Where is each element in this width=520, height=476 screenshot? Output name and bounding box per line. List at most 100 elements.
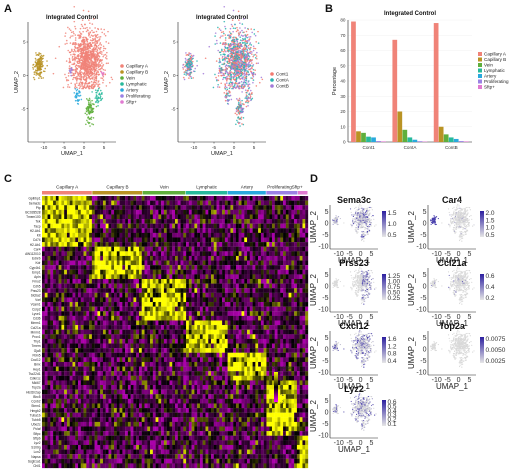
umap-point xyxy=(235,30,238,33)
umap-point xyxy=(235,51,238,54)
umap-point xyxy=(89,125,91,127)
heatmap-cell xyxy=(138,255,142,261)
heatmap-cell xyxy=(222,255,226,261)
heatmap-cell xyxy=(274,200,278,206)
umap-point xyxy=(242,35,245,37)
heatmap-cell xyxy=(163,228,167,233)
heatmap-cell xyxy=(97,196,101,201)
legend-label: Capillary A xyxy=(126,64,149,69)
heatmap-cell xyxy=(208,228,212,233)
heatmap-cell xyxy=(75,288,79,293)
umap-point xyxy=(104,47,107,50)
heatmap-cell xyxy=(285,278,289,284)
umap-point xyxy=(241,56,244,59)
umap-point xyxy=(232,52,235,55)
heatmap-cell xyxy=(183,209,187,215)
heatmap-cell xyxy=(263,237,267,243)
heatmap-cell xyxy=(216,209,220,215)
heatmap-cell xyxy=(244,214,248,220)
umap-point xyxy=(237,51,240,53)
umap-point xyxy=(243,54,246,56)
heatmap-cell xyxy=(108,232,112,238)
umap-point xyxy=(194,67,197,70)
umap-point xyxy=(252,45,255,48)
heatmap-cell xyxy=(180,251,184,257)
heatmap-cell xyxy=(175,196,178,201)
umap-point xyxy=(94,41,96,44)
heatmap-cell xyxy=(155,196,159,201)
umap-point xyxy=(245,34,248,37)
heatmap-cell xyxy=(299,251,303,257)
heatmap-cell xyxy=(205,260,209,266)
heatmap-cell xyxy=(155,278,159,284)
umap-point xyxy=(241,99,243,102)
umap-point xyxy=(254,69,256,72)
heatmap-cell xyxy=(247,278,250,284)
bar-legend-swatch xyxy=(478,85,482,89)
umap-point xyxy=(74,34,77,36)
heatmap-cell xyxy=(266,251,270,257)
heatmap-cell xyxy=(78,255,81,261)
heatmap-cell xyxy=(127,283,131,289)
umap-point xyxy=(185,59,187,61)
heatmap-cell xyxy=(53,205,57,210)
umap-point xyxy=(88,49,90,52)
heatmap-cell xyxy=(177,255,181,261)
heatmap-cell xyxy=(302,255,306,261)
umap-point xyxy=(89,31,92,33)
panel-letter-c: C xyxy=(4,173,12,185)
umap-point xyxy=(84,27,87,30)
heatmap-cell xyxy=(208,274,212,280)
umap-point xyxy=(93,45,96,47)
umap-point xyxy=(36,62,39,65)
heatmap-cell xyxy=(78,223,81,229)
heatmap-group-bar xyxy=(92,191,143,195)
heatmap-cell xyxy=(269,274,273,280)
heatmap-cell xyxy=(269,223,273,229)
heatmap-cell xyxy=(136,214,140,220)
heatmap-cell xyxy=(44,228,48,233)
heatmap-cell xyxy=(163,260,167,266)
umap-point xyxy=(218,57,221,60)
heatmap-cell xyxy=(91,214,95,220)
heatmap-cell xyxy=(302,283,306,289)
heatmap-cell xyxy=(285,237,289,243)
heatmap-cell xyxy=(211,274,214,280)
umap-point xyxy=(93,71,96,73)
heatmap-cell xyxy=(116,269,120,275)
umap-point xyxy=(92,48,94,51)
heatmap-cell xyxy=(271,246,275,252)
umap-point xyxy=(235,49,237,51)
heatmap-cell xyxy=(166,265,170,270)
heatmap-cell xyxy=(197,242,201,247)
umap-point xyxy=(52,72,55,75)
umap-point xyxy=(235,68,238,70)
heatmap-cell xyxy=(291,200,295,206)
heatmap-cell xyxy=(44,251,48,257)
heatmap-cell xyxy=(291,196,295,201)
umap-point xyxy=(190,54,193,57)
heatmap-cell xyxy=(177,269,181,275)
umap-point xyxy=(242,123,245,126)
heatmap-cell xyxy=(186,200,190,206)
umap-point xyxy=(222,53,225,56)
umap-point xyxy=(222,35,224,37)
heatmap-cell xyxy=(55,200,59,206)
heatmap-cell xyxy=(269,269,273,275)
heatmap-cell xyxy=(72,255,76,261)
heatmap-cell xyxy=(199,219,203,224)
umap-point xyxy=(235,98,238,100)
umap-point xyxy=(191,60,194,63)
umap-point xyxy=(90,116,93,119)
umap-point xyxy=(91,56,94,59)
heatmap-cell xyxy=(144,214,148,220)
heatmap-cell xyxy=(91,269,95,275)
heatmap-cell xyxy=(241,209,245,215)
heatmap-cell xyxy=(169,278,173,284)
umap-point xyxy=(240,74,243,77)
heatmap-cell xyxy=(136,251,140,257)
heatmap-cell xyxy=(172,228,176,233)
heatmap-cell xyxy=(119,269,123,275)
umap-point xyxy=(97,66,100,69)
umap-point xyxy=(94,81,97,84)
